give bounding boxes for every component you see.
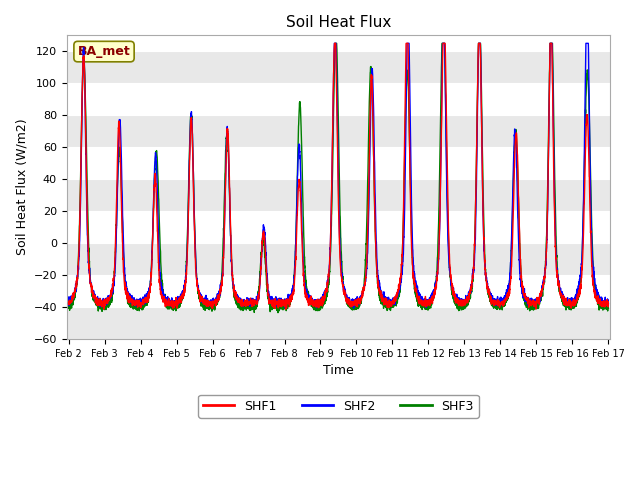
SHF1 bbox=[554, 274, 561, 280]
Bar bbox=[67, 307, 610, 339]
SHF3 bbox=[332, 40, 339, 46]
X-axis label: Time: Time bbox=[323, 364, 354, 377]
Legend: SHF1, SHF2, SHF3: SHF1, SHF2, SHF3 bbox=[198, 395, 479, 418]
SHF2 bbox=[392, 297, 399, 302]
Line: SHF1: SHF1 bbox=[68, 43, 609, 309]
SHF3 bbox=[216, 290, 223, 296]
SHF1 bbox=[65, 300, 72, 306]
SHF1 bbox=[401, 136, 408, 142]
Text: BA_met: BA_met bbox=[77, 45, 131, 58]
SHF3 bbox=[401, 148, 408, 154]
SHF1 bbox=[392, 298, 399, 303]
SHF1 bbox=[216, 294, 223, 300]
Bar bbox=[67, 179, 610, 211]
Bar bbox=[67, 115, 610, 147]
SHF1 bbox=[605, 302, 612, 308]
Title: Soil Heat Flux: Soil Heat Flux bbox=[286, 15, 391, 30]
SHF2 bbox=[216, 292, 223, 298]
SHF2 bbox=[554, 274, 561, 279]
SHF3 bbox=[605, 305, 612, 311]
SHF2 bbox=[330, 40, 338, 46]
SHF1 bbox=[604, 299, 612, 304]
Line: SHF3: SHF3 bbox=[68, 43, 609, 312]
SHF1 bbox=[180, 288, 188, 293]
SHF1 bbox=[330, 40, 338, 46]
SHF3 bbox=[65, 305, 72, 311]
SHF2 bbox=[604, 297, 612, 303]
SHF2 bbox=[401, 201, 408, 206]
Line: SHF2: SHF2 bbox=[68, 43, 609, 308]
Bar bbox=[67, 243, 610, 275]
SHF2 bbox=[605, 300, 612, 306]
SHF3 bbox=[274, 310, 282, 315]
Bar bbox=[67, 51, 610, 83]
SHF2 bbox=[180, 288, 188, 294]
SHF3 bbox=[604, 304, 612, 310]
SHF3 bbox=[554, 265, 561, 271]
Y-axis label: Soil Heat Flux (W/m2): Soil Heat Flux (W/m2) bbox=[15, 119, 28, 255]
SHF3 bbox=[180, 286, 188, 292]
SHF2 bbox=[350, 305, 358, 311]
SHF3 bbox=[392, 300, 399, 306]
SHF2 bbox=[65, 301, 72, 307]
SHF1 bbox=[282, 306, 289, 312]
